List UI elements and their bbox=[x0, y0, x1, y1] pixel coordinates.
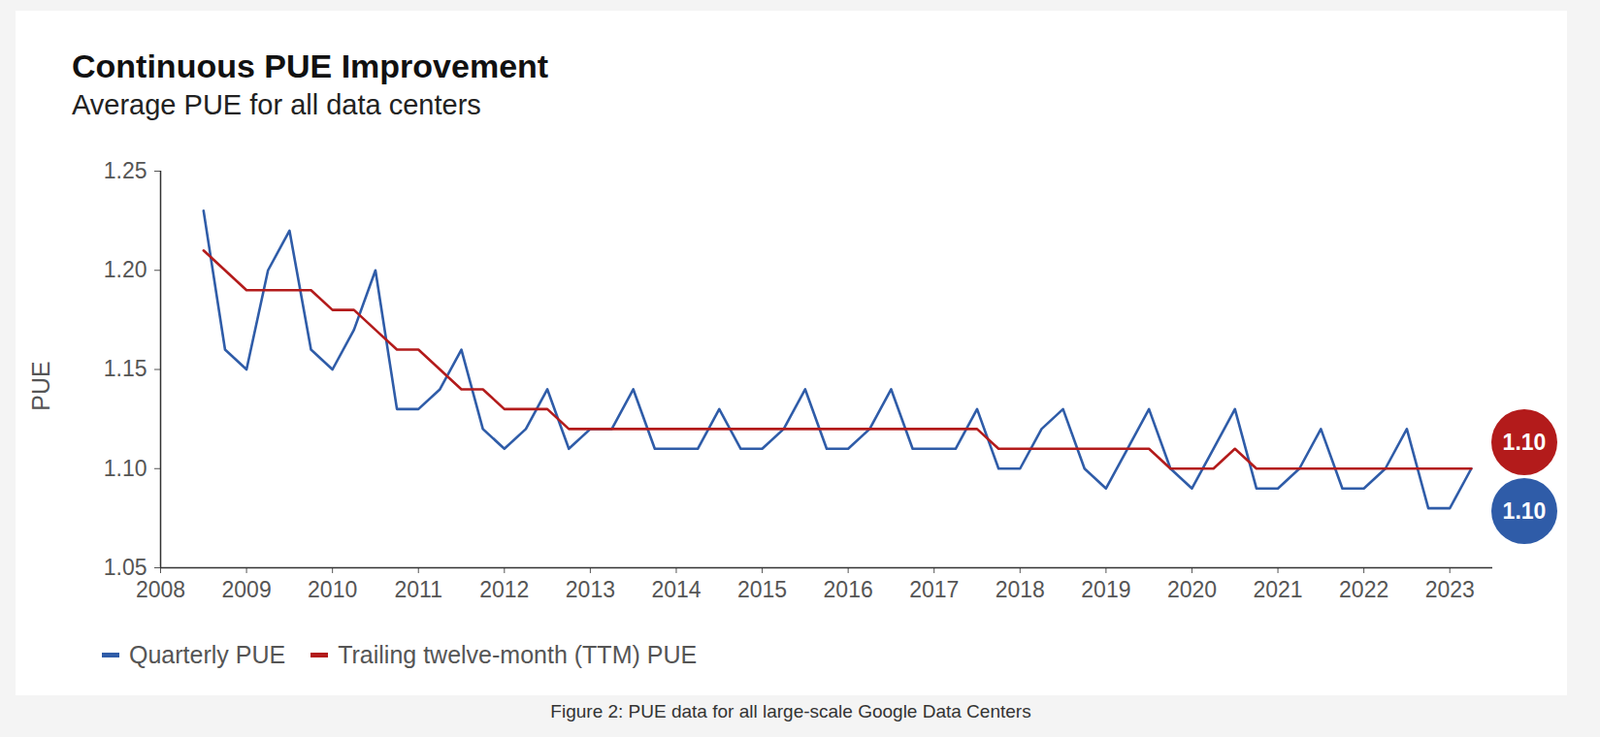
svg-text:2016: 2016 bbox=[823, 577, 874, 603]
html-text:Average PUE for all data cente: Average PUE for all data centers bbox=[71, 89, 482, 121]
svg-text:2017: 2017 bbox=[909, 577, 959, 603]
svg-text:2011: 2011 bbox=[394, 577, 443, 603]
svg-text:2023: 2023 bbox=[1425, 577, 1475, 603]
svg-text:2019: 2019 bbox=[1080, 577, 1131, 603]
svg-text:2020: 2020 bbox=[1167, 577, 1217, 603]
html-text:Figure 2: PUE data for all lar: Figure 2: PUE data for all large-scale G… bbox=[550, 701, 1032, 722]
svg-text:2021: 2021 bbox=[1252, 577, 1303, 603]
svg-text:2012: 2012 bbox=[479, 577, 529, 603]
svg-text:2013: 2013 bbox=[565, 577, 616, 603]
svg-text:1.20: 1.20 bbox=[103, 257, 148, 283]
svg-text:2009: 2009 bbox=[221, 577, 271, 603]
svg-text:2015: 2015 bbox=[737, 577, 787, 603]
html-text:Trailing twelve-month (TTM) PU: Trailing twelve-month (TTM) PUE bbox=[337, 641, 697, 669]
svg-text:2014: 2014 bbox=[651, 577, 701, 603]
html-text:PUE: PUE bbox=[26, 361, 54, 412]
html-text:Quarterly PUE: Quarterly PUE bbox=[129, 641, 286, 669]
svg-text:2008: 2008 bbox=[135, 577, 186, 603]
svg-text:1.10: 1.10 bbox=[103, 456, 148, 482]
svg-text:1.05: 1.05 bbox=[103, 554, 147, 581]
svg-text:2010: 2010 bbox=[307, 577, 358, 603]
svg-text:1.25: 1.25 bbox=[103, 158, 148, 184]
svg-text:2018: 2018 bbox=[995, 577, 1045, 603]
html-text:1.10: 1.10 bbox=[1502, 498, 1547, 524]
html-text:Continuous PUE Improvement: Continuous PUE Improvement bbox=[71, 47, 549, 85]
svg-text:1.15: 1.15 bbox=[103, 356, 148, 382]
html-text:1.10: 1.10 bbox=[1502, 429, 1547, 455]
svg-text:2022: 2022 bbox=[1338, 577, 1389, 603]
